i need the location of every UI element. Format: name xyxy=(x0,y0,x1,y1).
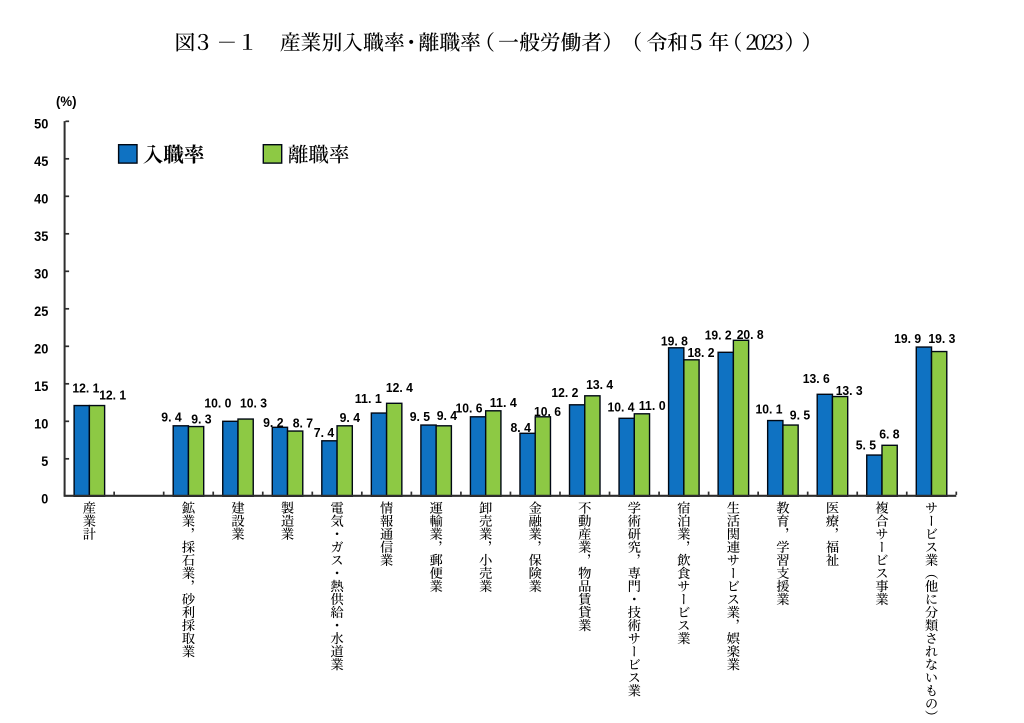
svg-text:35: 35 xyxy=(34,229,48,245)
svg-text:10: 10 xyxy=(34,416,48,432)
svg-text:10. 6: 10. 6 xyxy=(534,404,561,419)
svg-text:5. 5: 5. 5 xyxy=(856,438,876,453)
svg-text:19. 9: 19. 9 xyxy=(894,331,921,346)
svg-text:30: 30 xyxy=(34,266,48,282)
svg-text:12. 1: 12. 1 xyxy=(72,380,99,395)
svg-text:10. 6: 10. 6 xyxy=(456,401,483,416)
svg-text:12. 4: 12. 4 xyxy=(386,380,414,395)
svg-text:18. 2: 18. 2 xyxy=(688,345,715,360)
svg-text:10. 1: 10. 1 xyxy=(756,401,783,416)
svg-text:9. 2: 9. 2 xyxy=(263,415,283,430)
svg-text:8. 7: 8. 7 xyxy=(293,416,313,431)
svg-text:40: 40 xyxy=(34,191,48,207)
svg-text:12. 1: 12. 1 xyxy=(99,387,126,402)
svg-text:7. 4: 7. 4 xyxy=(314,425,335,440)
svg-text:10. 0: 10. 0 xyxy=(204,395,231,410)
svg-text:10. 3: 10. 3 xyxy=(240,395,267,410)
svg-text:45: 45 xyxy=(34,154,48,170)
svg-text:8. 4: 8. 4 xyxy=(511,420,532,435)
svg-text:0: 0 xyxy=(41,491,48,507)
svg-text:9. 4: 9. 4 xyxy=(437,408,458,423)
svg-text:20. 8: 20. 8 xyxy=(737,327,764,342)
svg-text:9. 5: 9. 5 xyxy=(410,409,430,424)
svg-text:13. 6: 13. 6 xyxy=(803,371,830,386)
svg-text:25: 25 xyxy=(34,304,48,320)
svg-text:5: 5 xyxy=(41,454,48,470)
svg-text:9. 4: 9. 4 xyxy=(161,410,182,425)
svg-text:15: 15 xyxy=(34,379,48,395)
svg-text:10. 4: 10. 4 xyxy=(608,400,636,415)
svg-text:(%): (%) xyxy=(56,94,77,110)
svg-text:19. 8: 19. 8 xyxy=(661,334,688,349)
svg-text:13. 3: 13. 3 xyxy=(836,383,863,398)
svg-text:12. 2: 12. 2 xyxy=(551,385,578,400)
svg-text:11. 1: 11. 1 xyxy=(355,391,382,406)
svg-text:6. 8: 6. 8 xyxy=(879,426,899,441)
svg-text:9. 3: 9. 3 xyxy=(191,412,211,427)
svg-text:19. 3: 19. 3 xyxy=(928,331,955,346)
svg-text:11. 4: 11. 4 xyxy=(490,395,518,410)
svg-text:50: 50 xyxy=(34,116,48,132)
svg-text:9. 5: 9. 5 xyxy=(790,407,810,422)
svg-text:11. 0: 11. 0 xyxy=(639,398,666,413)
svg-text:13. 4: 13. 4 xyxy=(586,377,614,392)
svg-text:19. 2: 19. 2 xyxy=(705,327,732,342)
svg-text:20: 20 xyxy=(34,341,48,357)
svg-text:9. 4: 9. 4 xyxy=(340,410,361,425)
